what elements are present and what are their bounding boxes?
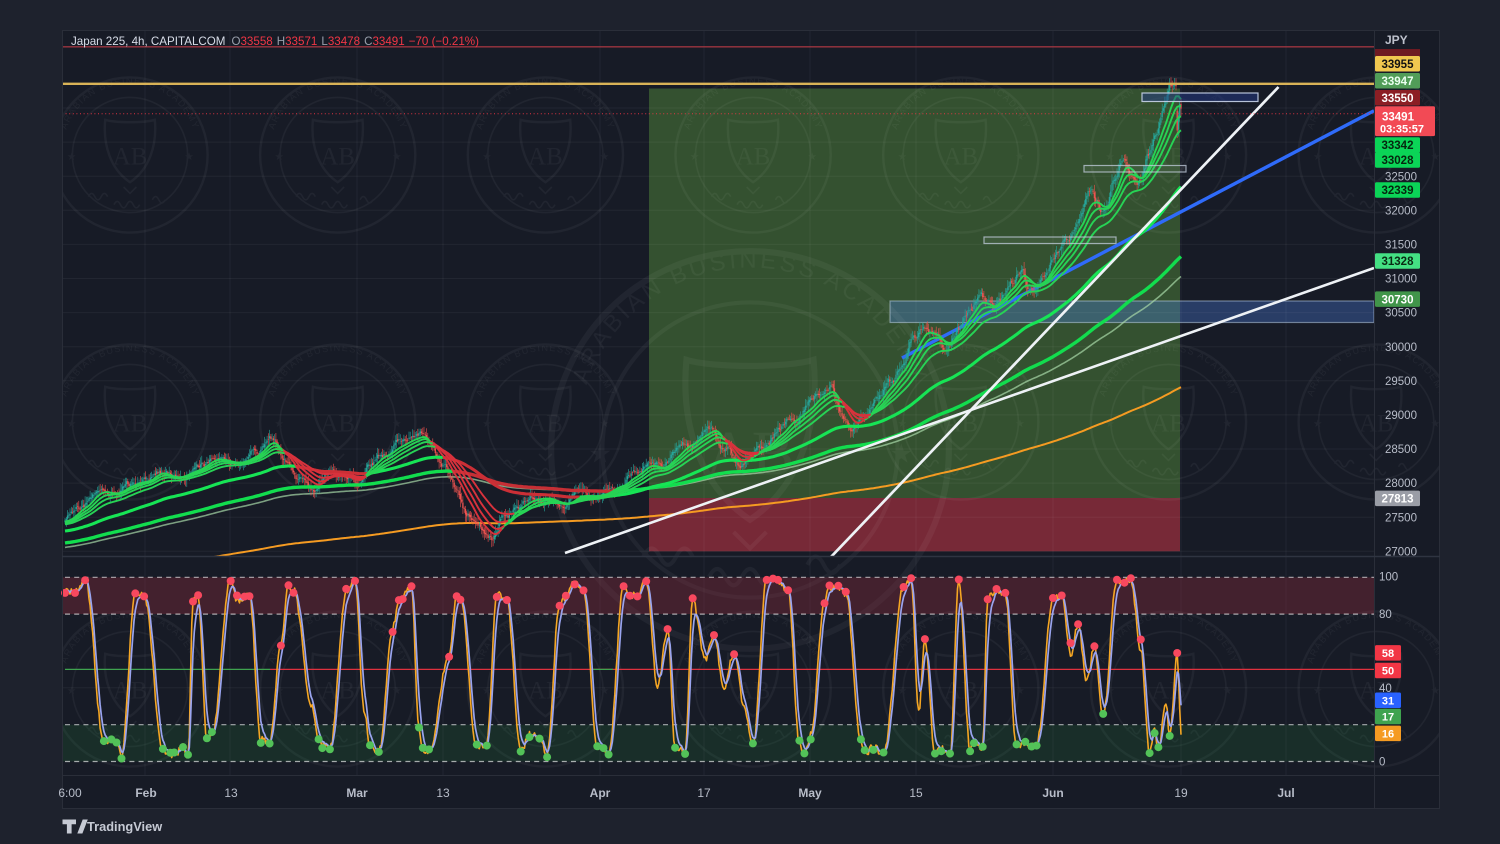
svg-text:Mar: Mar — [346, 786, 368, 800]
svg-text:13: 13 — [436, 786, 450, 800]
svg-text:27813: 27813 — [1382, 493, 1414, 505]
svg-text:29500: 29500 — [1385, 376, 1417, 388]
svg-text:32000: 32000 — [1385, 205, 1417, 217]
svg-text:80: 80 — [1379, 609, 1392, 621]
svg-text:15: 15 — [909, 786, 923, 800]
svg-text:58: 58 — [1382, 648, 1394, 660]
svg-text:TradingView: TradingView — [87, 819, 162, 834]
svg-text:30730: 30730 — [1382, 294, 1414, 306]
svg-text:33491: 33491 — [1382, 112, 1415, 124]
svg-text:Jul: Jul — [1277, 786, 1294, 800]
svg-text:16: 16 — [1382, 728, 1394, 740]
svg-text:30000: 30000 — [1385, 342, 1417, 354]
svg-text:100: 100 — [1379, 572, 1398, 584]
svg-text:17: 17 — [697, 786, 711, 800]
svg-text:17: 17 — [1382, 712, 1394, 724]
svg-text:Feb: Feb — [135, 786, 156, 800]
svg-text:29000: 29000 — [1385, 410, 1417, 422]
svg-text:28500: 28500 — [1385, 444, 1417, 456]
svg-text:32500: 32500 — [1385, 171, 1417, 183]
svg-text:28000: 28000 — [1385, 478, 1417, 490]
svg-text:31000: 31000 — [1385, 274, 1417, 286]
svg-text:31: 31 — [1382, 695, 1394, 707]
svg-text:Jun: Jun — [1042, 786, 1063, 800]
svg-text:31328: 31328 — [1382, 256, 1415, 268]
svg-text:19: 19 — [1174, 786, 1188, 800]
svg-text:33947: 33947 — [1382, 76, 1414, 88]
svg-text:33342: 33342 — [1382, 140, 1414, 152]
svg-text:33028: 33028 — [1382, 155, 1415, 167]
svg-text:0: 0 — [1379, 757, 1385, 769]
svg-text:JPY: JPY — [1385, 33, 1408, 47]
svg-text:May: May — [798, 786, 822, 800]
svg-text:13: 13 — [224, 786, 238, 800]
svg-text:27500: 27500 — [1385, 512, 1417, 524]
svg-text:31500: 31500 — [1385, 240, 1417, 252]
svg-text:Apr: Apr — [590, 786, 611, 800]
svg-text:33550: 33550 — [1382, 93, 1414, 105]
svg-text:03:35:57: 03:35:57 — [1380, 124, 1424, 136]
svg-text:33955: 33955 — [1382, 59, 1415, 71]
svg-text:32339: 32339 — [1382, 185, 1414, 197]
svg-text:30500: 30500 — [1385, 308, 1417, 320]
svg-text:50: 50 — [1382, 666, 1394, 678]
svg-text:6:00: 6:00 — [58, 786, 82, 800]
svg-text:40: 40 — [1379, 683, 1392, 695]
svg-text:27000: 27000 — [1385, 546, 1417, 558]
